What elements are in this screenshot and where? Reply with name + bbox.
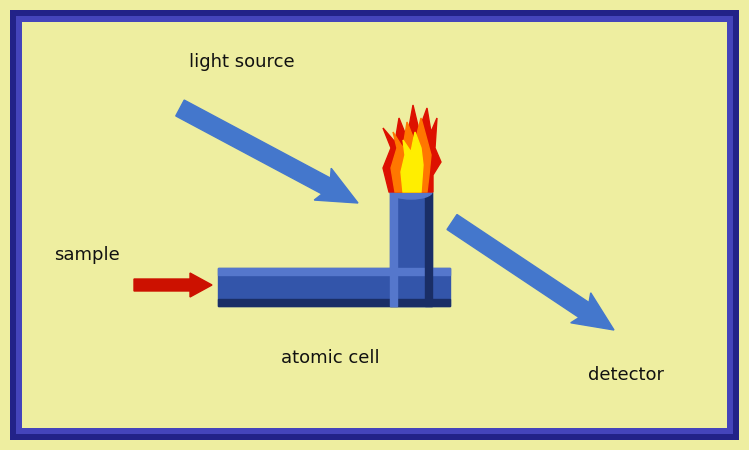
Bar [218,268,450,306]
FancyArrow shape [447,215,614,330]
Polygon shape [383,105,441,192]
Polygon shape [391,118,431,192]
Text: light source: light source [189,53,295,71]
Bar [218,299,450,306]
FancyArrow shape [176,100,358,203]
Bar [390,192,432,306]
Text: sample: sample [54,246,120,264]
Polygon shape [401,132,423,192]
Bar [390,192,397,306]
Bar [218,268,450,275]
Bar [425,192,432,306]
Ellipse shape [390,185,432,199]
FancyArrow shape [134,273,212,297]
Text: detector: detector [588,366,664,384]
Text: atomic cell: atomic cell [281,349,379,367]
